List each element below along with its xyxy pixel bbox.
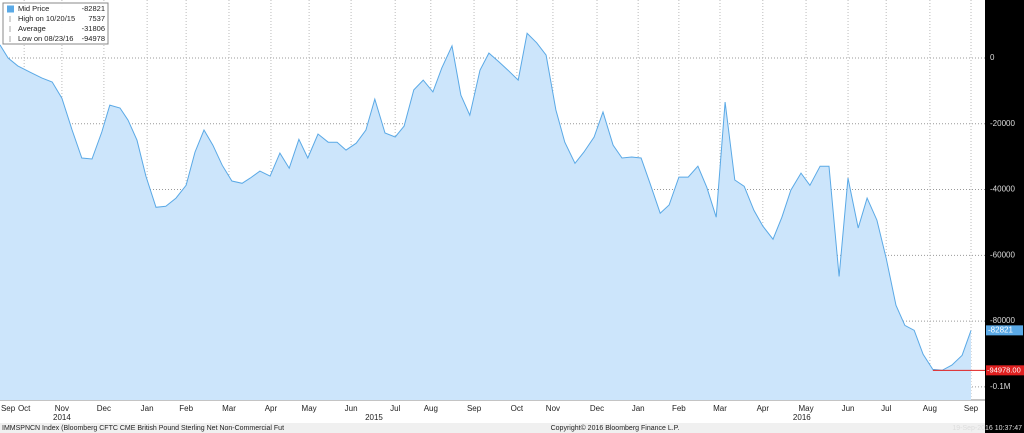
y-tick-label: -60000 (990, 250, 1015, 259)
x-tick-label: Mar (222, 404, 236, 413)
x-tick-label: Dec (590, 404, 604, 413)
x-tick-label: Mar (713, 404, 727, 413)
legend-value: -82821 (82, 4, 105, 13)
x-tick-label: Jul (881, 404, 891, 413)
x-tick-label: Feb (179, 404, 193, 413)
legend-value: 7537 (88, 14, 105, 23)
legend-value: -94978 (82, 34, 105, 43)
x-tick-label: Aug (923, 404, 937, 413)
legend-swatch (7, 5, 14, 13)
x-tick-label: Jun (345, 404, 358, 413)
x-tick-label: May (799, 404, 814, 413)
x-year-label: 2014 (53, 413, 71, 422)
x-year-label: 2016 (793, 413, 811, 422)
footer-bar (0, 423, 985, 433)
x-tick-label: Sep (467, 404, 482, 413)
low-value-box (986, 365, 1024, 376)
footer-center: Copyright© 2016 Bloomberg Finance L.P. (551, 424, 680, 432)
x-tick-label: Jan (632, 404, 645, 413)
last-value-box (986, 325, 1023, 336)
y-tick-label: 0 (990, 53, 995, 62)
x-tick-label: Sep (964, 404, 979, 413)
area-fill (0, 33, 972, 401)
axis-panel (985, 0, 1024, 433)
y-tick-label: -20000 (990, 119, 1015, 128)
low-value-label: -94978.00 (987, 365, 1021, 374)
x-tick-label: Nov (546, 404, 560, 413)
x-tick-label: May (302, 404, 317, 413)
y-tick-label: -0.1M (990, 382, 1011, 391)
x-tick-label: Jun (842, 404, 855, 413)
y-tick-label: -80000 (990, 316, 1015, 325)
legend-label: High on 10/20/15 (18, 14, 75, 23)
footer-left: IMMSPNCN Index (Bloomberg CFTC CME Briti… (2, 425, 284, 432)
y-tick-label: -40000 (990, 185, 1015, 194)
x-tick-label: Feb (672, 404, 686, 413)
legend-value: -31806 (82, 24, 105, 33)
x-tick-label: Aug (424, 404, 438, 413)
x-tick-label: Dec (97, 404, 111, 413)
x-tick-label: Apr (757, 404, 770, 413)
last-value-label: -82821 (988, 325, 1013, 334)
x-tick-label: Sep (1, 404, 16, 413)
x-tick-label: Oct (18, 404, 31, 413)
legend-label: Average (18, 24, 46, 33)
legend-box (2, 2, 109, 45)
legend: Mid Price -82821 High on 10/20/15 7537 Avera… (2, 2, 109, 45)
footer-right: 19-Sep-2016 10:37:47 (952, 425, 1022, 432)
x-year-label: 2015 (365, 413, 383, 422)
legend-label: Mid Price (18, 4, 49, 13)
x-tick-label: Jul (390, 404, 400, 413)
x-tick-label: Nov (55, 404, 69, 413)
legend-label: Low on 08/23/16 (18, 34, 73, 43)
x-tick-label: Apr (265, 404, 278, 413)
area-line (0, 32, 972, 371)
x-tick-label: Oct (511, 404, 524, 413)
x-tick-label: Jan (141, 404, 154, 413)
